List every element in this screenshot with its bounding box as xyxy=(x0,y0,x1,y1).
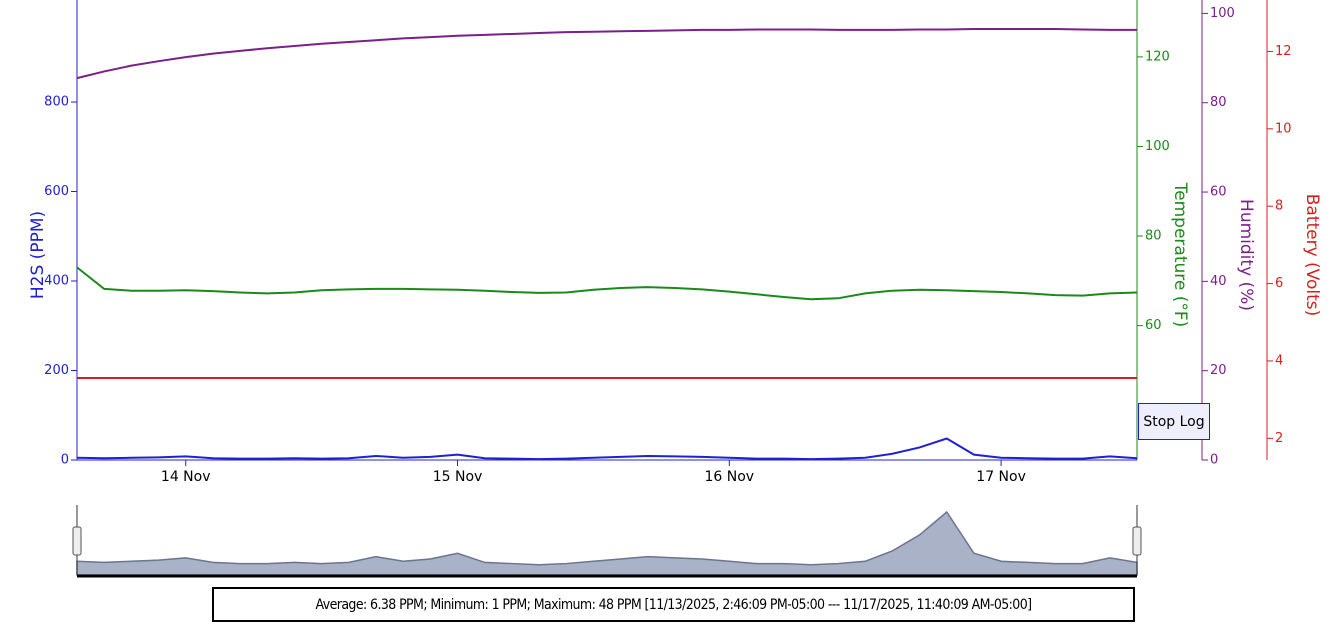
axis-title: H2S (PPM) xyxy=(28,211,48,299)
y-tick-label: 8 xyxy=(1275,199,1283,214)
series-line xyxy=(76,437,1138,461)
y-tick-label: 60 xyxy=(1145,318,1162,333)
navigator-handle xyxy=(72,526,82,556)
x-tick-label: 15 Nov xyxy=(433,469,483,485)
y-tick-label: 120 xyxy=(1145,49,1170,64)
y-tick-label: 600 xyxy=(44,184,69,199)
y-tick-label: 2 xyxy=(1275,431,1283,446)
axis-title: Humidity (%) xyxy=(1236,199,1256,311)
y-tick-label: 100 xyxy=(1210,6,1235,21)
x-tick-label: 14 Nov xyxy=(161,469,211,485)
y-tick-label: 20 xyxy=(1210,363,1227,378)
y-tick-label: 400 xyxy=(44,274,69,289)
stop-log-button[interactable]: Stop Log xyxy=(1138,403,1210,440)
axis-title: Battery (Volts) xyxy=(1302,194,1322,317)
y-tick-label: 40 xyxy=(1210,274,1227,289)
y-tick-label: 60 xyxy=(1210,185,1227,200)
y-tick-label: 100 xyxy=(1145,139,1170,154)
y-tick-label: 0 xyxy=(1210,453,1218,468)
y-tick-label: 4 xyxy=(1275,353,1283,368)
y-tick-label: 200 xyxy=(44,363,69,378)
y-tick-label: 6 xyxy=(1275,276,1283,291)
series-line xyxy=(76,266,1138,301)
series-line xyxy=(76,28,1137,80)
navigator-area xyxy=(76,510,1138,576)
y-tick-label: 10 xyxy=(1275,121,1292,136)
y-tick-label: 12 xyxy=(1275,44,1292,59)
navigator-handle xyxy=(1132,526,1142,556)
axis-title: Temperature (°F) xyxy=(1170,182,1190,328)
x-tick-label: 17 Nov xyxy=(976,469,1026,485)
x-tick-label: 16 Nov xyxy=(705,469,755,485)
summary: Average: 6.38 PPM; Minimum: 1 PPM; Maxim… xyxy=(212,587,1135,622)
y-tick-label: 0 xyxy=(61,453,69,468)
y-tick-label: 80 xyxy=(1210,95,1227,110)
y-tick-label: 800 xyxy=(44,95,69,110)
y-tick-label: 80 xyxy=(1145,229,1162,244)
